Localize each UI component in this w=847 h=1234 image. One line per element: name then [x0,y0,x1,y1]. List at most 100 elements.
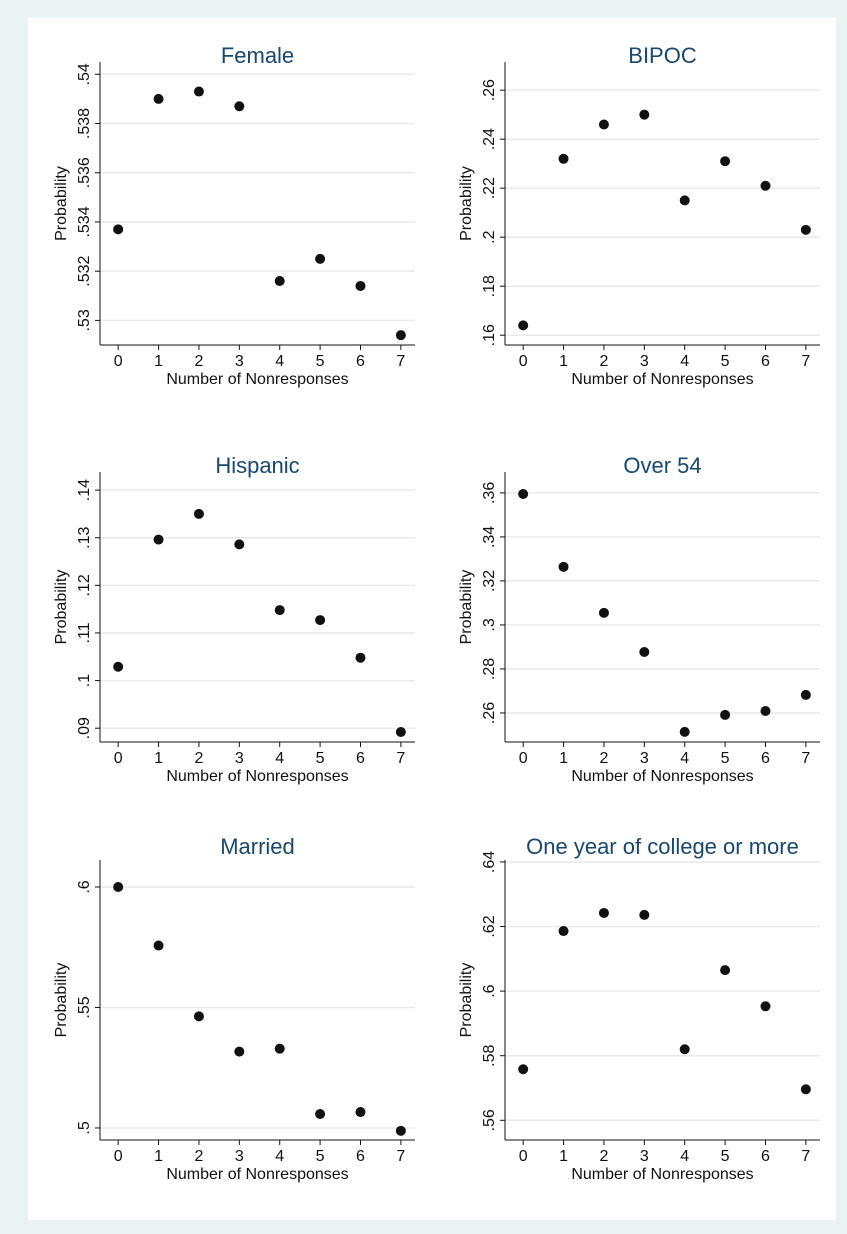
y-tick-label: .2 [481,230,498,243]
y-axis-title: Probability [53,570,70,645]
plot-region [28,18,836,1220]
x-tick-label: 3 [235,353,244,370]
x-tick-label: 1 [559,353,568,370]
y-tick-label: .55 [76,996,93,1018]
x-tick-label: 1 [154,353,163,370]
x-tick-label: 5 [721,1148,730,1165]
x-tick-label: 6 [761,353,770,370]
y-axis-title: Probability [458,963,475,1038]
x-tick-label: 3 [640,750,649,767]
x-tick-label: 4 [680,353,689,370]
y-tick-label: .13 [76,526,93,548]
x-tick-label: 1 [154,1148,163,1165]
x-tick-label: 5 [316,1148,325,1165]
chart-title: Hispanic [215,453,299,478]
x-tick-label: 5 [316,750,325,767]
x-tick-label: 7 [801,1148,810,1165]
x-tick-label: 2 [599,353,608,370]
x-tick-label: 0 [114,750,123,767]
x-tick-label: 0 [114,1148,123,1165]
y-axis-title: Probability [53,166,70,241]
point [598,119,609,130]
x-tick-label: 7 [801,750,810,767]
point [153,940,164,951]
y-tick-label: .64 [481,851,498,873]
point [395,330,406,341]
point [315,1108,326,1119]
point [800,1084,811,1095]
point [315,615,326,626]
y-tick-label: .538 [76,108,93,139]
point [518,1064,529,1075]
chart-title: Married [220,834,295,859]
point [234,539,245,550]
y-tick-label: .6 [76,880,93,893]
point [395,727,406,737]
point [274,1043,285,1054]
y-tick-label: .36 [481,482,498,504]
point [639,647,650,657]
y-tick-label: .28 [481,658,498,680]
y-tick-label: .32 [481,570,498,592]
chart-title: Female [221,43,294,68]
point [395,1125,406,1136]
y-tick-label: .14 [76,479,93,501]
x-tick-label: 4 [680,1148,689,1165]
y-tick-label: .24 [481,128,498,150]
x-tick-label: 2 [194,1148,203,1165]
x-tick-label: 2 [599,750,608,767]
x-tick-label: 0 [114,353,123,370]
point [193,1011,204,1022]
point [113,881,124,892]
x-tick-label: 7 [396,1148,405,1165]
x-axis-title: Number of Nonresponses [571,1166,753,1183]
x-tick-label: 6 [356,750,365,767]
chart-title: Over 54 [623,453,701,478]
x-tick-label: 3 [235,750,244,767]
point [558,561,569,572]
x-axis-title: Number of Nonresponses [166,371,348,388]
x-tick-label: 0 [519,1148,528,1165]
point [800,689,811,700]
y-tick-label: .3 [481,618,498,631]
point [679,726,690,737]
x-tick-label: 4 [275,750,284,767]
x-tick-label: 6 [356,1148,365,1165]
x-tick-label: 6 [761,1148,770,1165]
point [518,320,529,331]
x-tick-label: 3 [640,1148,649,1165]
y-tick-label: .534 [76,206,93,237]
x-tick-label: 3 [235,1148,244,1165]
point [193,86,204,97]
y-tick-label: .16 [481,324,498,346]
x-axis-title: Number of Nonresponses [166,768,348,785]
x-tick-label: 1 [559,1148,568,1165]
point [558,153,569,164]
point [639,909,650,920]
y-tick-label: .11 [76,622,93,643]
y-tick-label: .26 [481,79,498,101]
point [234,101,245,112]
y-axis-title: Probability [458,166,475,241]
x-axis-title: Number of Nonresponses [166,1166,348,1183]
point [113,661,124,672]
point [315,253,326,264]
y-tick-label: .62 [481,915,498,937]
x-tick-label: 4 [275,1148,284,1165]
point [193,508,204,519]
point [234,1046,245,1057]
y-tick-label: .6 [481,984,498,997]
x-tick-label: 4 [680,750,689,767]
x-tick-label: 1 [559,750,568,767]
point [800,224,811,235]
y-tick-label: .532 [76,256,93,287]
chart-title: One year of college or more [526,834,799,859]
x-tick-label: 6 [356,353,365,370]
x-tick-label: 0 [519,750,528,767]
x-tick-label: 2 [599,1148,608,1165]
y-tick-label: .34 [481,526,498,548]
y-tick-label: .536 [76,157,93,188]
point [679,1044,690,1055]
x-tick-label: 3 [640,353,649,370]
